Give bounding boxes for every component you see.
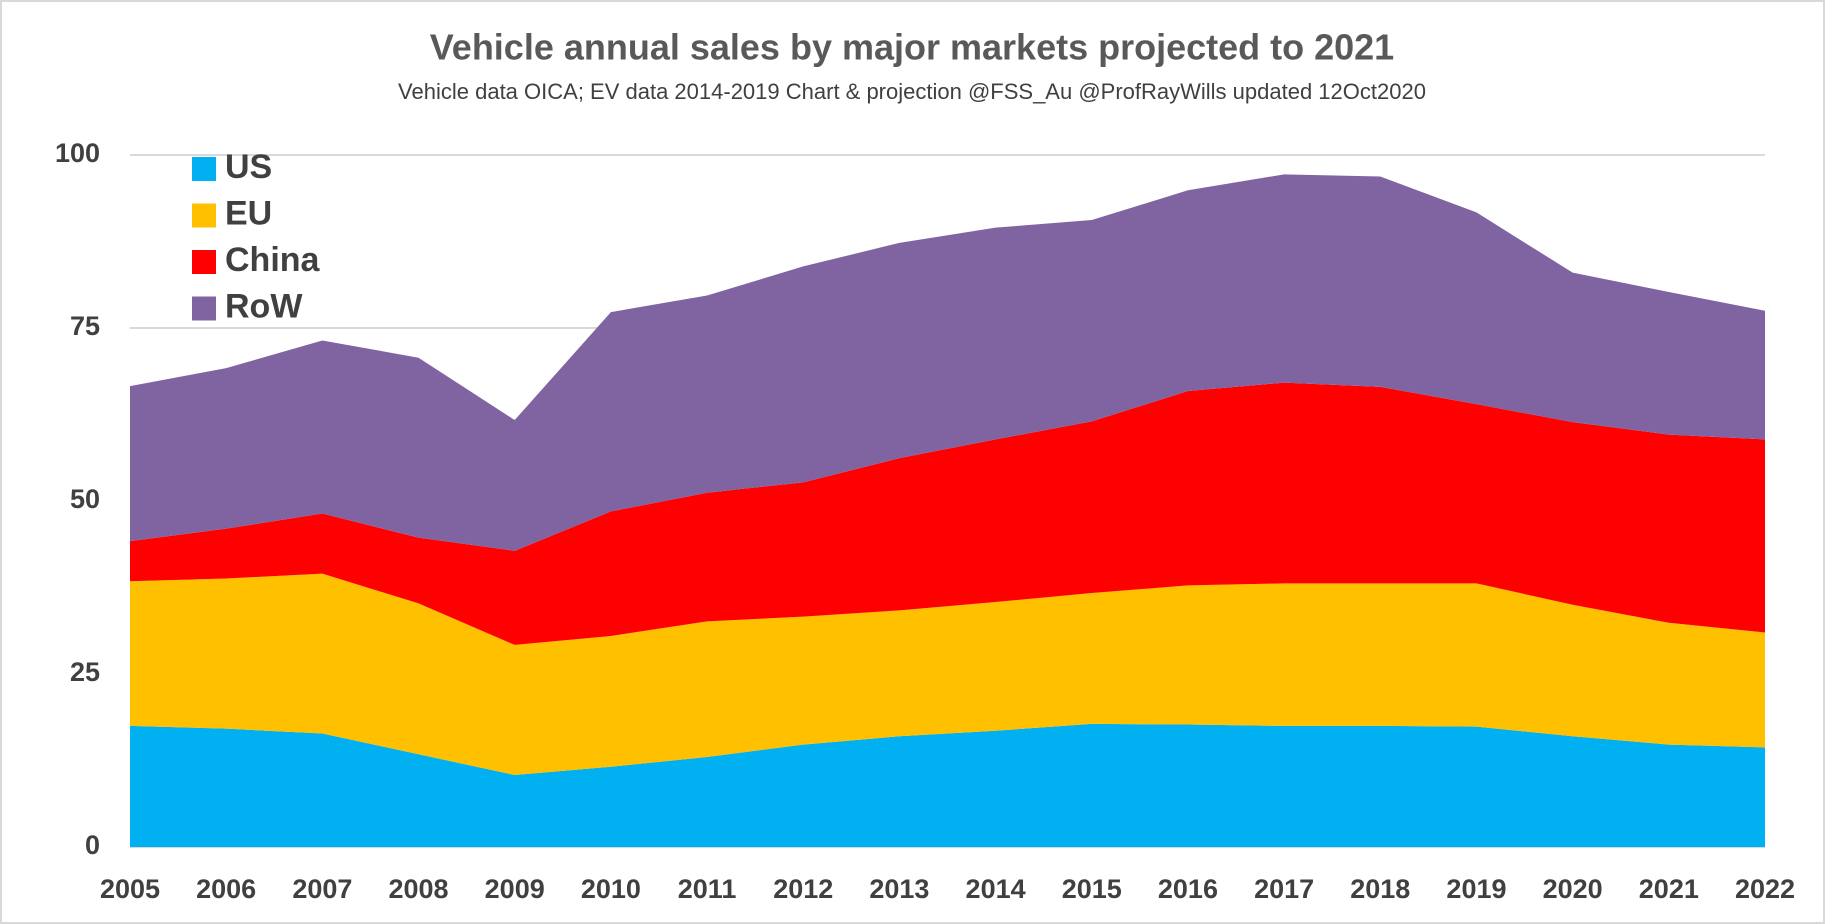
x-tick-label: 2017 [1254,874,1314,904]
legend-swatch [192,250,216,274]
x-tick-label: 2014 [966,874,1026,904]
y-tick-label: 100 [55,138,100,168]
x-tick-label: 2011 [678,874,737,904]
legend-label: China [225,241,321,279]
x-tick-label: 2012 [773,874,833,904]
x-tick-label: 2021 [1639,874,1699,904]
y-tick-label: 25 [70,657,100,687]
chart-subtitle: Vehicle data OICA; EV data 2014-2019 Cha… [398,79,1426,104]
y-tick-label: 0 [85,830,100,860]
legend-swatch [192,157,216,181]
x-tick-label: 2006 [196,874,256,904]
x-tick-label: 2009 [485,874,545,904]
x-tick-label: 2005 [100,874,160,904]
x-tick-label: 2022 [1735,874,1795,904]
legend-swatch [192,296,216,321]
x-tick-label: 2016 [1158,874,1218,904]
x-tick-label: 2013 [869,874,929,904]
x-tick-label: 2015 [1062,874,1122,904]
y-tick-label: 50 [70,484,100,514]
legend-label: US [225,148,272,186]
area [130,573,1765,776]
area [130,382,1765,645]
legend-swatch [192,203,216,228]
x-tick-label: 2008 [388,874,448,904]
x-tick-label: 2019 [1446,874,1506,904]
legend-label: RoW [225,287,303,325]
area [130,723,1765,847]
x-tick-label: 2020 [1543,874,1603,904]
x-tick-label: 2010 [581,874,641,904]
x-tick-label: 2018 [1350,874,1410,904]
chart-title: Vehicle annual sales by major markets pr… [430,27,1394,68]
x-tick-label: 2007 [292,874,352,904]
legend-label: EU [225,194,272,232]
area [130,174,1765,551]
y-tick-label: 75 [70,311,100,341]
